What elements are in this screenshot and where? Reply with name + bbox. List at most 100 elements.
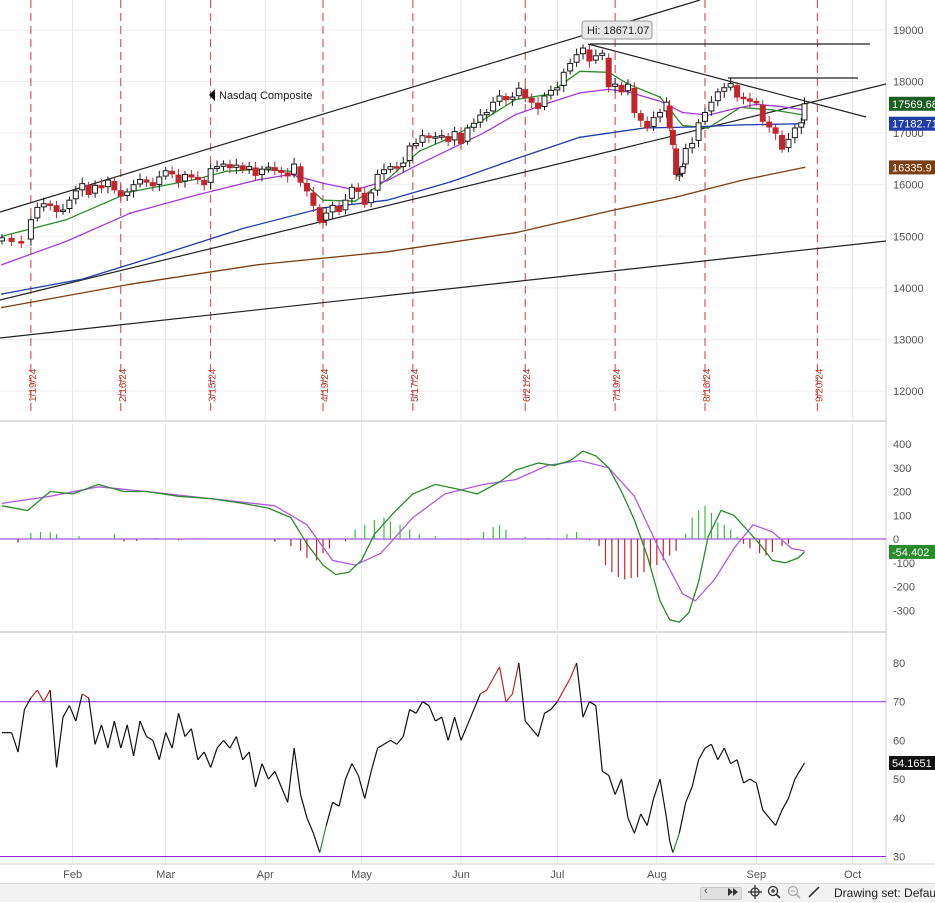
rsi-line-segment bbox=[614, 778, 623, 795]
cycle-date-label: 8/16/24 bbox=[702, 368, 713, 402]
candle-body bbox=[624, 83, 631, 92]
candle-body bbox=[734, 85, 741, 98]
candle-body bbox=[502, 96, 509, 101]
candle-body bbox=[374, 173, 381, 191]
candle-body bbox=[464, 127, 471, 142]
rsi-line-segment bbox=[216, 740, 224, 749]
rsi-line-segment bbox=[653, 778, 661, 799]
rsi-line-segment bbox=[589, 701, 597, 707]
candle-body bbox=[759, 104, 766, 122]
rsi-line-segment bbox=[409, 708, 417, 714]
macd-tick-label: -200 bbox=[893, 582, 915, 594]
rsi-line-segment bbox=[608, 775, 616, 795]
rsi-tick-label: 70 bbox=[893, 697, 905, 709]
rsi-line-segment bbox=[100, 724, 109, 749]
rsi-line-segment bbox=[325, 802, 334, 826]
candle-body bbox=[59, 209, 66, 212]
ma-point bbox=[257, 263, 260, 266]
cycle-date-label: 1/19/24 bbox=[28, 368, 39, 402]
ma-point bbox=[578, 136, 581, 139]
candle-body bbox=[393, 166, 400, 169]
rsi-line-segment bbox=[75, 693, 83, 722]
ma-point bbox=[578, 92, 581, 94]
candle-body bbox=[612, 83, 619, 87]
rsi-line-segment bbox=[582, 701, 590, 718]
rsi-line-segment bbox=[755, 782, 764, 811]
candle-body bbox=[233, 164, 240, 168]
rsi-line-segment bbox=[524, 720, 533, 730]
candle-body bbox=[528, 97, 535, 103]
candle-body bbox=[259, 168, 266, 176]
rsi-line-segment bbox=[749, 778, 757, 784]
ma-line bbox=[1, 88, 805, 266]
crosshair-icon[interactable] bbox=[748, 885, 762, 901]
rsi-line-segment bbox=[299, 794, 308, 818]
rsi-line-segment bbox=[293, 748, 302, 795]
candle-body bbox=[679, 166, 686, 174]
rsi-line-segment bbox=[441, 717, 449, 741]
chart-toolbar: ‹ › Drawing set: Defaul bbox=[0, 883, 935, 902]
price-tag-text: 16335.9 bbox=[892, 162, 932, 174]
ma-point bbox=[322, 182, 324, 185]
rsi-line-segment bbox=[306, 817, 314, 834]
candle-body bbox=[483, 112, 490, 116]
candle-body bbox=[130, 184, 137, 192]
rsi-value-tag-text: 54.1651 bbox=[892, 758, 932, 770]
rsi-line-segment bbox=[357, 775, 366, 799]
ma-point bbox=[129, 212, 132, 214]
symbol-label: Nasdaq Composite bbox=[209, 89, 313, 102]
draw-line-icon[interactable] bbox=[807, 885, 821, 901]
candle-body bbox=[586, 49, 593, 62]
rsi-line-segment bbox=[466, 709, 475, 726]
rsi-line-segment bbox=[575, 662, 584, 718]
rsi-tick-label: 60 bbox=[893, 735, 905, 747]
drawing-set-label[interactable]: Drawing set: Defaul bbox=[834, 886, 935, 900]
rsi-line-segment bbox=[248, 751, 257, 787]
candle-body bbox=[265, 166, 272, 170]
rsi-line-segment bbox=[550, 701, 558, 710]
rsi-line-segment bbox=[730, 759, 738, 765]
ma-point bbox=[707, 127, 710, 129]
candle-body bbox=[413, 142, 420, 147]
candle-body bbox=[451, 131, 458, 141]
zoom-out-icon[interactable] bbox=[787, 885, 801, 901]
rsi-line-segment bbox=[486, 678, 494, 691]
rsi-line-segment bbox=[351, 763, 359, 776]
candle-body bbox=[188, 174, 195, 178]
candle-body bbox=[34, 206, 41, 219]
ma-point bbox=[225, 170, 228, 173]
candle-body bbox=[27, 219, 34, 240]
candle-body bbox=[47, 203, 54, 206]
rsi-line-segment bbox=[171, 713, 180, 749]
price-tag: 17569.68 bbox=[889, 96, 935, 111]
candle-body bbox=[554, 87, 561, 91]
rsi-line-segment bbox=[640, 813, 648, 826]
candle-body bbox=[348, 186, 355, 199]
ma-point bbox=[777, 105, 780, 108]
rsi-line-segment bbox=[255, 763, 263, 787]
trendline bbox=[587, 43, 867, 118]
rsi-line-segment bbox=[190, 728, 199, 760]
rsi-line-segment bbox=[203, 751, 212, 768]
candle-body bbox=[98, 185, 105, 189]
trendline bbox=[0, 83, 887, 301]
price-tick-label: 15000 bbox=[893, 231, 924, 243]
macd-value-tag: -54.402 bbox=[889, 544, 935, 559]
play-icon[interactable] bbox=[726, 885, 740, 901]
candle-body bbox=[316, 207, 323, 222]
price-tick-label: 18000 bbox=[893, 77, 924, 89]
candle-body bbox=[580, 47, 587, 55]
candle-body bbox=[214, 166, 221, 169]
zoom-in-icon[interactable] bbox=[767, 885, 781, 901]
candle-body bbox=[592, 55, 599, 61]
rsi-line-segment bbox=[794, 762, 806, 780]
candle-body bbox=[740, 96, 747, 100]
candle-body bbox=[368, 192, 375, 204]
cycle-date-label: 4/19/24 bbox=[320, 368, 331, 402]
candle-body bbox=[458, 132, 465, 144]
candle-body bbox=[496, 95, 503, 102]
macd-panel bbox=[0, 424, 886, 630]
scroll-left-icon[interactable]: ‹ bbox=[704, 885, 708, 897]
candle-body bbox=[181, 173, 188, 182]
candle-body bbox=[406, 145, 413, 162]
